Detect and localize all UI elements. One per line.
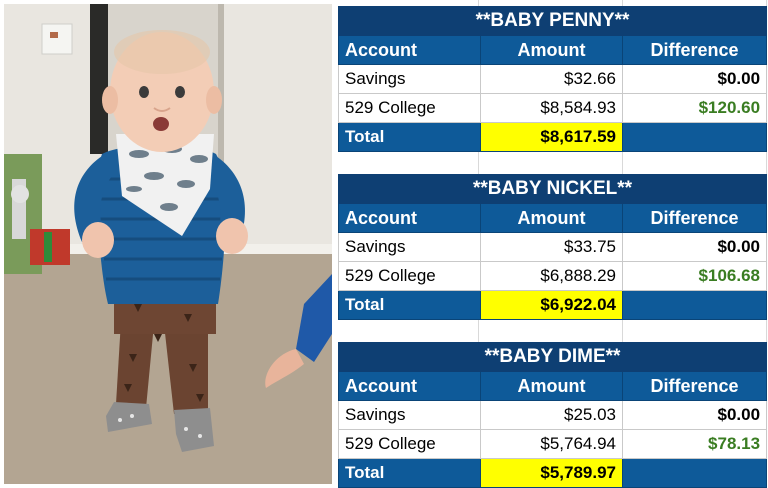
difference-cell[interactable]: $78.13 bbox=[621, 429, 768, 459]
table-row: Savings $33.75 $0.00 bbox=[338, 232, 767, 262]
account-cell[interactable]: 529 College bbox=[338, 261, 481, 291]
amount-cell[interactable]: $33.75 bbox=[480, 232, 623, 262]
amount-cell[interactable]: $5,764.94 bbox=[480, 429, 623, 459]
account-cell[interactable]: 529 College bbox=[338, 93, 481, 123]
total-amount-cell[interactable]: $8,617.59 bbox=[480, 122, 623, 152]
baby-photo bbox=[4, 4, 332, 484]
empty-cell[interactable] bbox=[621, 458, 768, 488]
total-row: Total $8,617.59 bbox=[338, 122, 768, 152]
difference-cell[interactable]: $0.00 bbox=[621, 400, 768, 430]
column-header-difference[interactable]: Difference bbox=[621, 35, 768, 65]
total-label[interactable]: Total bbox=[338, 122, 481, 152]
table-row: 529 College $6,888.29 $106.68 bbox=[338, 261, 767, 291]
account-cell[interactable]: Savings bbox=[338, 400, 481, 430]
total-row: Total $6,922.04 bbox=[338, 290, 767, 320]
column-header-amount[interactable]: Amount bbox=[480, 371, 623, 401]
empty-cell[interactable] bbox=[622, 290, 767, 320]
table-row: 529 College $8,584.93 $120.60 bbox=[338, 93, 768, 123]
amount-cell[interactable]: $6,888.29 bbox=[480, 261, 623, 291]
amount-cell[interactable]: $8,584.93 bbox=[480, 93, 623, 123]
empty-cell[interactable] bbox=[621, 122, 768, 152]
amount-cell[interactable]: $32.66 bbox=[480, 64, 623, 94]
table-title[interactable]: **BABY PENNY** bbox=[337, 6, 768, 36]
table-title[interactable]: **BABY NICKEL** bbox=[338, 174, 767, 204]
total-row: Total $5,789.97 bbox=[338, 458, 768, 488]
total-amount-cell[interactable]: $5,789.97 bbox=[480, 458, 623, 488]
account-cell[interactable]: Savings bbox=[338, 64, 481, 94]
difference-cell[interactable]: $0.00 bbox=[622, 232, 767, 262]
account-cell[interactable]: 529 College bbox=[338, 429, 481, 459]
column-header-difference[interactable]: Difference bbox=[622, 203, 767, 233]
baby-nickel-table: **BABY NICKEL** Account Amount Differenc… bbox=[338, 174, 767, 320]
column-header-amount[interactable]: Amount bbox=[480, 203, 623, 233]
difference-cell[interactable]: $120.60 bbox=[621, 93, 768, 123]
total-label[interactable]: Total bbox=[338, 458, 481, 488]
amount-cell[interactable]: $25.03 bbox=[480, 400, 623, 430]
table-title[interactable]: **BABY DIME** bbox=[337, 342, 768, 372]
difference-cell[interactable]: $0.00 bbox=[621, 64, 768, 94]
total-label[interactable]: Total bbox=[338, 290, 481, 320]
baby-dime-table: **BABY DIME** Account Amount Difference … bbox=[337, 342, 768, 488]
column-header-account[interactable]: Account bbox=[338, 203, 481, 233]
column-header-amount[interactable]: Amount bbox=[480, 35, 623, 65]
table-row: 529 College $5,764.94 $78.13 bbox=[338, 429, 768, 459]
column-header-account[interactable]: Account bbox=[338, 35, 481, 65]
column-header-difference[interactable]: Difference bbox=[621, 371, 768, 401]
table-row: Savings $32.66 $0.00 bbox=[338, 64, 768, 94]
account-cell[interactable]: Savings bbox=[338, 232, 481, 262]
column-header-account[interactable]: Account bbox=[338, 371, 481, 401]
baby-penny-table: **BABY PENNY** Account Amount Difference… bbox=[337, 6, 768, 152]
spreadsheet: **BABY PENNY** Account Amount Difference… bbox=[336, 0, 768, 488]
table-row: Savings $25.03 $0.00 bbox=[338, 400, 768, 430]
difference-cell[interactable]: $106.68 bbox=[622, 261, 767, 291]
total-amount-cell[interactable]: $6,922.04 bbox=[480, 290, 623, 320]
